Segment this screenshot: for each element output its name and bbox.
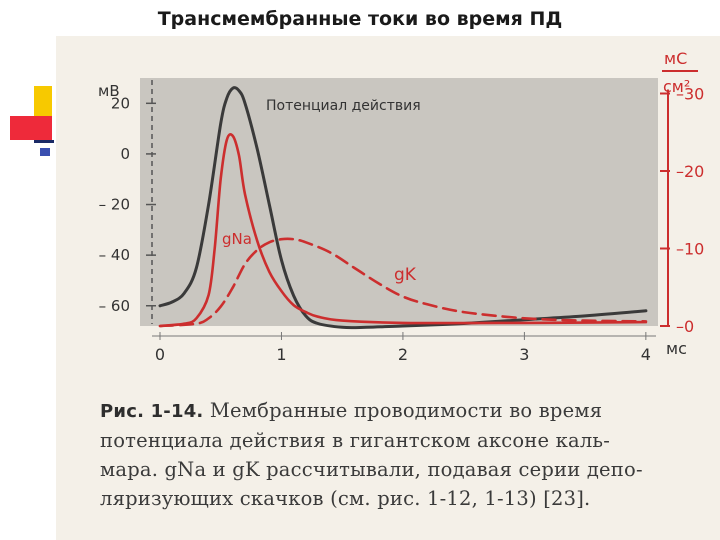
slide-decor-rule <box>34 140 54 143</box>
series-action-potential <box>158 86 648 330</box>
right-tick-label-3: –0 <box>676 317 694 336</box>
x-tick-label-2: 2 <box>398 345 408 364</box>
x-tick-label-1: 1 <box>276 345 286 364</box>
left-tick-label-2: – 20 <box>99 196 130 214</box>
right-tick-label-2: –10 <box>676 240 704 259</box>
slide-decor-red-block <box>10 116 52 140</box>
figure-caption: Рис. 1-14. Мембранные проводимости во вр… <box>100 396 700 513</box>
left-axis-unit: мВ <box>98 82 120 100</box>
left-tick-label-4: – 60 <box>99 297 130 315</box>
action-potential-chart: 20 0 – 20 – 40 – 60 –30 –20 –10 –0 0 1 2 3 4 мВ мС см… <box>98 49 704 364</box>
series-gk <box>158 237 648 328</box>
x-axis-unit: мс <box>666 339 687 358</box>
caption-line-2: потенциала действия в гигантском аксоне … <box>100 429 611 452</box>
left-tick-label-3: – 40 <box>99 246 130 264</box>
right-tick-label-1: –20 <box>676 162 704 181</box>
curve-label: Потенциал действия <box>266 98 421 114</box>
x-tick-label-4: 4 <box>641 345 651 364</box>
caption-line-3: мара. gNa и gK рассчитывали, подавая сер… <box>100 458 643 481</box>
caption-line-1: Рис. 1-14. Мембранные проводимости во вр… <box>100 396 700 426</box>
plot-area <box>140 78 658 326</box>
right-axis-unit-bottom: см² <box>663 77 690 96</box>
x-tick-label-3: 3 <box>519 345 529 364</box>
slide-decor-blue-block <box>40 148 50 156</box>
right-tick-label-0: –30 <box>676 85 704 104</box>
slide-title: Трансмембранные токи во время ПД <box>157 8 563 30</box>
series-label-gna: gNa <box>222 230 252 248</box>
left-tick-label-0: 20 <box>111 94 130 112</box>
caption-lead: Рис. 1-14. <box>100 401 204 422</box>
caption-line-4: ляризующих скачков (см. рис. 1-12, 1-13)… <box>100 487 591 510</box>
series-label-gk: gK <box>394 265 417 285</box>
right-axis-unit-top: мС <box>664 49 687 68</box>
left-tick-label-1: 0 <box>120 145 130 163</box>
x-tick-label-0: 0 <box>155 345 165 364</box>
caption-line-1-text: Мембранные проводимости во время <box>209 399 603 422</box>
slide-decor-yellow-block <box>34 86 52 116</box>
series-gna <box>158 133 648 328</box>
